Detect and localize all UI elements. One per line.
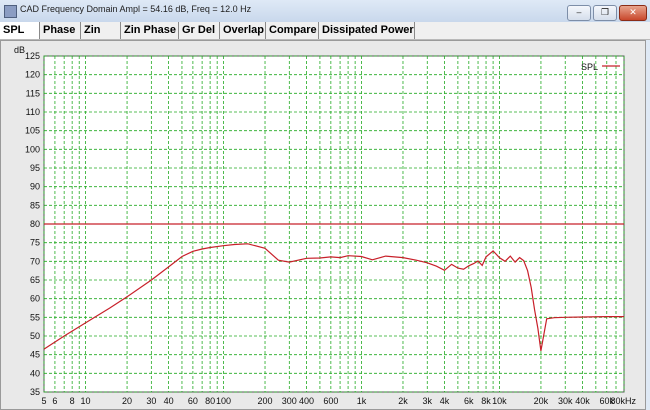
x-tick-label: 20k	[534, 396, 549, 406]
x-tick-label: 30k	[558, 396, 573, 406]
x-tick-label: 40	[164, 396, 174, 406]
x-tick-label: 10	[81, 396, 91, 406]
x-tick-label: 3k	[423, 396, 433, 406]
y-tick-label: 90	[30, 182, 40, 192]
y-tick-label: 35	[30, 387, 40, 397]
y-tick-label: 55	[30, 312, 40, 322]
y-tick-label: 50	[30, 331, 40, 341]
y-tick-label: 80	[30, 219, 40, 229]
tab-zin-phase[interactable]: Zin Phase	[121, 22, 179, 39]
y-tick-label: 125	[25, 51, 40, 61]
y-axis-unit: dB	[14, 45, 25, 55]
x-tick-label: 300	[282, 396, 297, 406]
restore-icon: ❐	[600, 8, 610, 18]
y-tick-label: 115	[26, 88, 40, 98]
x-tick-label: 60	[188, 396, 198, 406]
legend: SPL	[581, 62, 620, 72]
x-tick-label: 600	[323, 396, 338, 406]
minimize-icon: ‒	[576, 8, 582, 18]
x-tick-label: 80kHz	[610, 396, 636, 406]
tab-zin[interactable]: Zin	[81, 22, 121, 39]
spl-series-line	[43, 243, 624, 352]
x-tick-label: 60k	[600, 396, 615, 406]
y-tick-label: 40	[30, 368, 40, 378]
x-tick-label: 6	[52, 396, 57, 406]
restore-button[interactable]: ❐	[593, 5, 617, 21]
title-bar: CAD Frequency Domain Ampl = 54.16 dB, Fr…	[0, 0, 650, 22]
y-tick-label: 100	[25, 144, 40, 154]
app-icon	[4, 5, 17, 18]
x-tick-label: 5	[41, 396, 46, 406]
x-tick-label: 30	[146, 396, 156, 406]
x-tick-label: 100	[216, 396, 231, 406]
x-tick-label: 8	[70, 396, 75, 406]
y-tick-label: 45	[30, 350, 40, 360]
x-tick-label: 4k	[440, 396, 450, 406]
tab-phase[interactable]: Phase	[40, 22, 81, 39]
y-tick-label: 70	[30, 256, 40, 266]
tab-dissipated-power[interactable]: Dissipated Power	[319, 22, 415, 39]
y-tick-label: 110	[26, 107, 40, 117]
tab-compare[interactable]: Compare	[266, 22, 319, 39]
y-tick-label: 95	[30, 163, 40, 173]
y-tick-label: 85	[30, 200, 40, 210]
x-tick-label: 200	[258, 396, 273, 406]
tab-bar: SPL Phase Zin Zin Phase Gr Del Overlap C…	[0, 22, 650, 40]
x-tick-label: 2k	[398, 396, 408, 406]
minimize-button[interactable]: ‒	[567, 5, 591, 21]
tab-spl[interactable]: SPL	[0, 22, 40, 39]
close-icon: ✕	[629, 8, 637, 18]
close-button[interactable]: ✕	[619, 5, 647, 21]
y-axis-labels: 125 120 115 110 105 100 95 90 85 80 75 70 65 60 55 50 45…	[25, 51, 40, 397]
legend-label-spl: SPL	[581, 62, 598, 72]
x-axis-labels: 5 6 8 10 20 30 40 60 80 100 200 300 400 600 1k 2k 3k 4k 6k…	[41, 396, 636, 406]
y-tick-label: 75	[30, 238, 40, 248]
y-tick-label: 65	[30, 275, 40, 285]
x-tick-label: 80	[205, 396, 215, 406]
window-title: CAD Frequency Domain Ampl = 54.16 dB, Fr…	[20, 4, 252, 14]
x-tick-label: 1k	[357, 396, 367, 406]
x-tick-label: 400	[299, 396, 314, 406]
y-tick-label: 105	[25, 126, 40, 136]
x-tick-label: 8k	[481, 396, 491, 406]
tab-overlap[interactable]: Overlap	[220, 22, 266, 39]
x-tick-label: 6k	[464, 396, 474, 406]
tab-gr-del[interactable]: Gr Del	[179, 22, 220, 39]
x-tick-label: 40k	[575, 396, 590, 406]
y-tick-label: 60	[30, 294, 40, 304]
x-tick-label: 20	[122, 396, 132, 406]
x-tick-label: 10k	[492, 396, 507, 406]
y-tick-label: 120	[25, 70, 40, 80]
